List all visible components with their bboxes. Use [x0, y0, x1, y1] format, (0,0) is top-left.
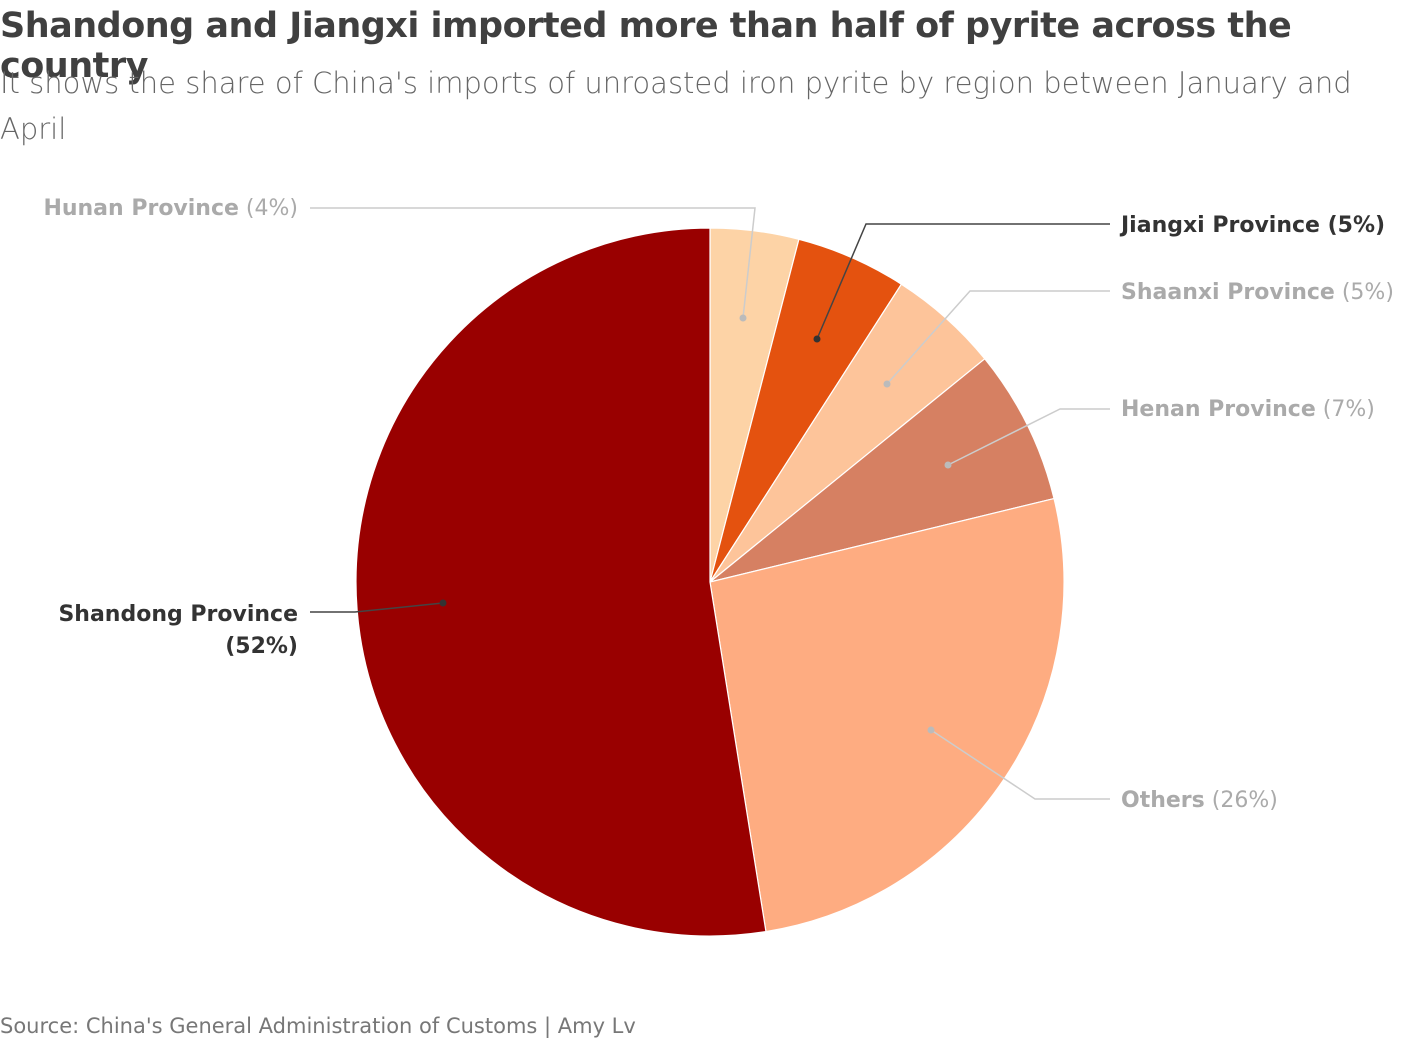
leader-dot — [739, 314, 747, 322]
leader-dot — [883, 380, 891, 388]
slice-name: Henan Province — [1121, 397, 1316, 422]
leader-line — [310, 207, 756, 319]
slice-label: Hunan Province (4%) — [43, 196, 298, 221]
leader-dot — [439, 599, 447, 607]
chart-title: Shandong and Jiangxi imported more than … — [0, 6, 1292, 86]
source-note: Source: China's General Administration o… — [0, 1014, 636, 1038]
slice-name: Others — [1121, 788, 1205, 813]
slice-value: (26%) — [1205, 788, 1278, 813]
leader-line — [947, 408, 1110, 466]
slice-value: (7%) — [1316, 397, 1375, 422]
slice-value: (5%) — [1335, 280, 1394, 305]
leader-line — [886, 290, 1110, 385]
slice-label: Shandong Province (52%) — [58, 602, 298, 659]
leader-dot — [944, 461, 952, 469]
leader-dot — [813, 335, 821, 343]
slice-label: Jiangxi Province (5%) — [1119, 213, 1385, 238]
slice-name: Jiangxi Province — [1119, 213, 1320, 238]
leader-dot — [927, 726, 935, 734]
slice-label: Others (26%) — [1121, 788, 1278, 813]
slice-name: Hunan Province — [43, 196, 239, 221]
slice-name: Shaanxi Province — [1121, 280, 1335, 305]
slice-name: Shandong Province — [58, 602, 298, 627]
slice-label: Shaanxi Province (5%) — [1121, 280, 1394, 305]
slice-value: (5%) — [1320, 213, 1385, 238]
chart-subtitle: It shows the share of China's imports of… — [0, 66, 1352, 146]
slice-label: Henan Province (7%) — [1121, 397, 1375, 422]
leader-line — [816, 223, 1110, 340]
leader-line — [930, 729, 1110, 800]
slice-value: (4%) — [239, 196, 298, 221]
leader-line — [310, 602, 444, 613]
pie-slice — [355, 227, 767, 937]
slice-value: (52%) — [225, 634, 298, 659]
